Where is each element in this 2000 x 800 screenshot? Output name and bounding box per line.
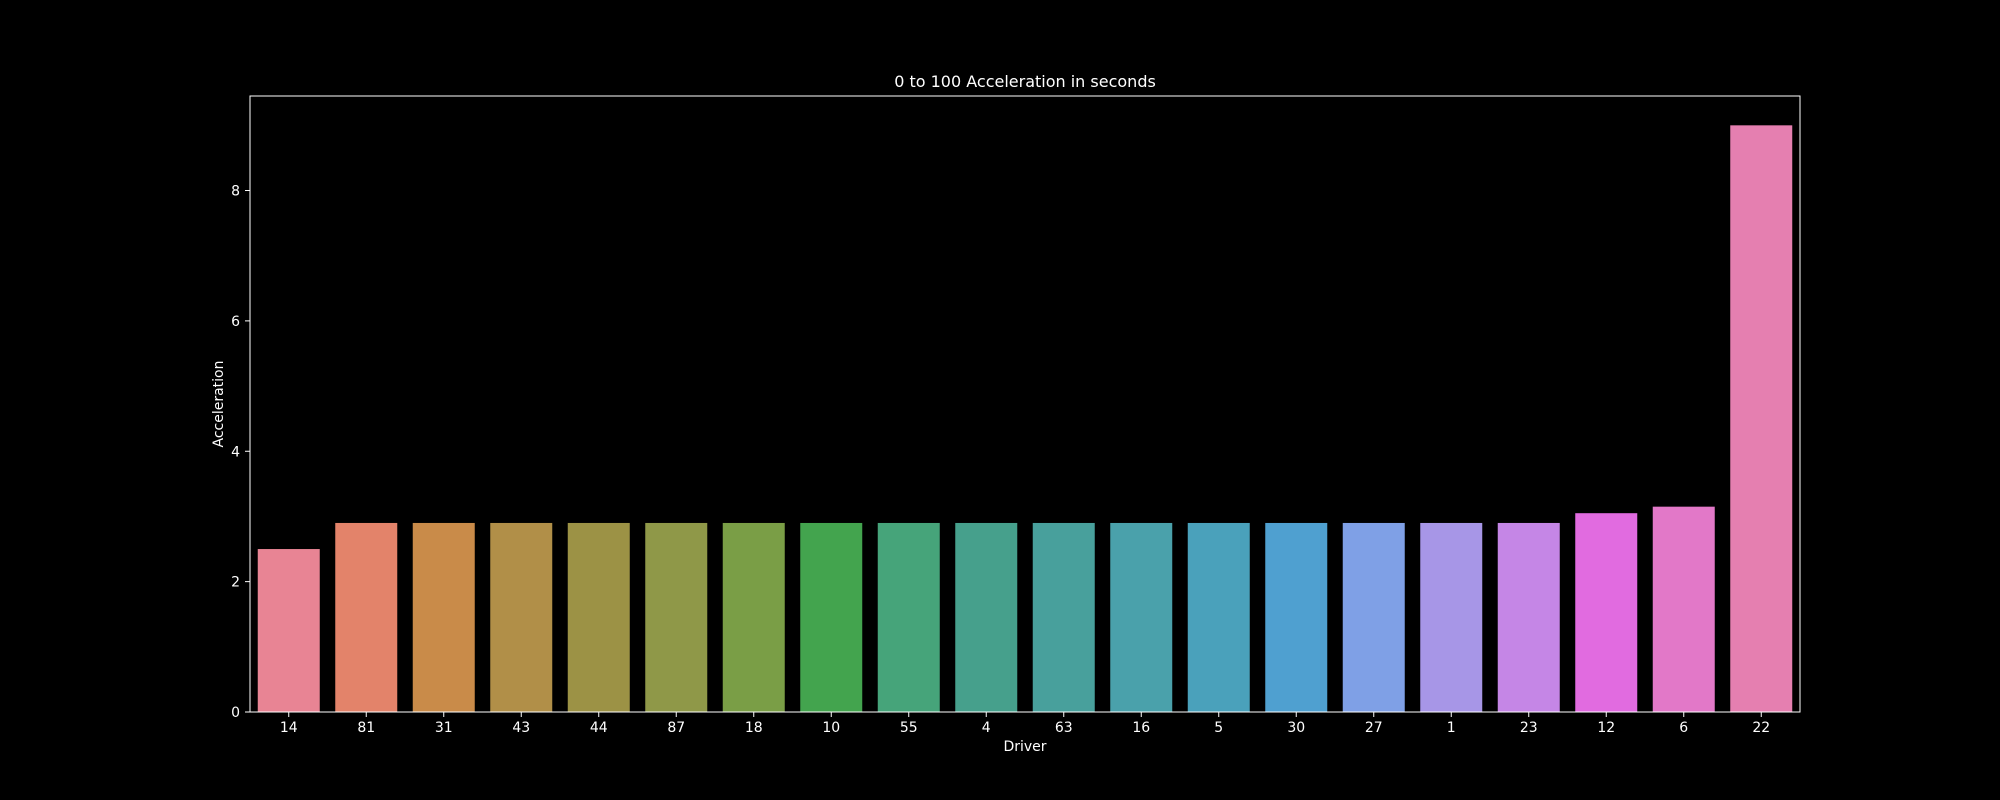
x-tick-label: 10 [822, 720, 840, 736]
chart-title: 0 to 100 Acceleration in seconds [894, 72, 1156, 91]
x-tick-label: 81 [357, 720, 375, 736]
bar-driver-27 [1342, 522, 1405, 712]
bar-driver-6 [1652, 506, 1715, 712]
x-tick-label: 87 [667, 720, 685, 736]
x-tick-label: 23 [1520, 720, 1538, 736]
x-tick-label: 63 [1055, 720, 1073, 736]
bar-driver-1 [1420, 522, 1483, 712]
x-tick-label: 31 [435, 720, 453, 736]
x-tick-label: 22 [1752, 720, 1770, 736]
x-tick-label: 12 [1597, 720, 1615, 736]
bar-driver-81 [335, 522, 398, 712]
y-tick-label: 8 [231, 184, 240, 200]
bar-driver-16 [1110, 522, 1173, 712]
bar-driver-30 [1265, 522, 1328, 712]
bar-driver-87 [645, 522, 708, 712]
bar-driver-22 [1730, 125, 1793, 712]
x-tick-label: 14 [280, 720, 298, 736]
bar-driver-44 [567, 522, 630, 712]
bar-driver-63 [1032, 522, 1095, 712]
bars-group [257, 125, 1793, 712]
bar-driver-12 [1575, 513, 1638, 712]
y-axis-ticks: 0 2 4 6 8 [231, 184, 250, 721]
x-tick-label: 43 [512, 720, 530, 736]
y-axis-label: Acceleration [211, 361, 227, 448]
x-axis-ticks: 14 81 31 43 44 87 18 10 55 4 63 16 5 30 27 1 23 12 6 22 [280, 712, 1770, 736]
bar-driver-23 [1497, 522, 1560, 712]
bar-driver-31 [412, 522, 475, 712]
bar-driver-55 [877, 522, 940, 712]
x-tick-label: 18 [745, 720, 763, 736]
y-tick-label: 4 [231, 444, 240, 460]
x-tick-label: 16 [1132, 720, 1150, 736]
x-axis-label: Driver [1003, 739, 1046, 755]
bar-driver-43 [490, 522, 553, 712]
x-tick-label: 44 [590, 720, 608, 736]
bar-driver-10 [800, 522, 863, 712]
y-tick-label: 6 [231, 314, 240, 330]
x-tick-label: 4 [982, 720, 991, 736]
bar-driver-18 [722, 522, 785, 712]
x-tick-label: 55 [900, 720, 918, 736]
plot-frame [249, 95, 1801, 713]
bar-driver-14 [257, 549, 320, 712]
x-tick-label: 27 [1365, 720, 1383, 736]
x-tick-label: 6 [1679, 720, 1688, 736]
y-tick-label: 2 [231, 575, 240, 591]
y-tick-label: 0 [231, 705, 240, 721]
bar-driver-5 [1187, 522, 1250, 712]
x-tick-label: 5 [1214, 720, 1223, 736]
bar-driver-4 [955, 522, 1018, 712]
x-tick-label: 30 [1287, 720, 1305, 736]
x-tick-label: 1 [1447, 720, 1456, 736]
